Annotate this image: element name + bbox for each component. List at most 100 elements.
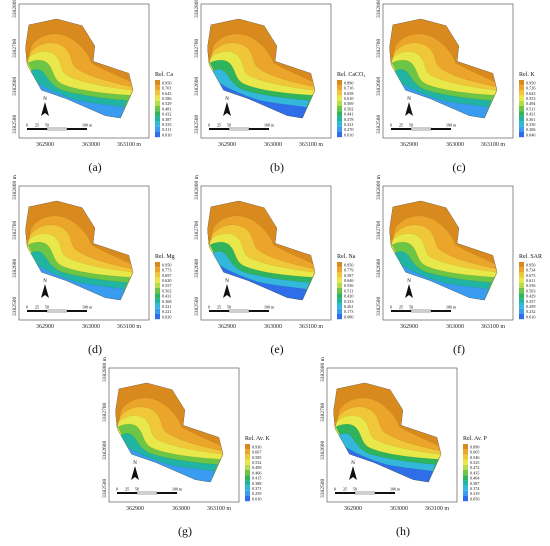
legend-value: 0.605: [470, 450, 479, 455]
legend-value: 0.330: [526, 122, 535, 127]
map-svg: 3382800 m 3382700 3382600 3382500 362900 3630…: [194, 174, 356, 330]
legend-value: 0.930: [252, 444, 261, 449]
legend: Rel. Av. K 0.9300.6670.5850.5320.4990.466…: [245, 436, 270, 501]
legend-swatch: [519, 116, 524, 122]
legend-value: 0.546: [470, 455, 479, 460]
x-tick-label: 363000: [264, 142, 282, 148]
legend-swatch: [519, 277, 524, 283]
legend-swatch: [519, 272, 524, 278]
legend-value: 0.620: [162, 278, 171, 283]
scale-tick-label: 50: [353, 487, 357, 492]
x-tick-label: 363000: [390, 506, 408, 512]
legend-value: 0.701: [162, 86, 171, 91]
y-tick-label: 3382500: [376, 297, 382, 317]
legend-title: Rel. Av. P: [463, 436, 487, 442]
map-panel-b: 3382800 m 3382700 3382600 3382500 362900 3630…: [187, 0, 365, 160]
map-svg: 3382800 m 3382700 3382600 3382500 362900 3630…: [376, 174, 542, 330]
scale-tick-label: 0: [208, 123, 210, 128]
legend-value: 0.675: [526, 273, 535, 278]
y-tick-label: 3382700: [320, 403, 326, 423]
legend-swatch: [337, 80, 342, 86]
map-frame: [108, 367, 240, 503]
north-arrow-icon: N: [41, 97, 49, 116]
y-tick-label: 3382600: [194, 259, 200, 279]
legend-swatch: [155, 314, 160, 320]
y-tick-label: 3382700: [12, 39, 18, 59]
legend-value: 0.556: [344, 283, 353, 288]
x-tick-label: 363100 m: [481, 324, 506, 330]
panel-caption: (g): [178, 524, 192, 538]
scale-bar: 0 25 50 100 m: [26, 123, 93, 131]
map-panel-c: 3382800 m 3382700 3382600 3382500 362900 3630…: [369, 0, 547, 160]
y-tick-label: 3382500: [376, 115, 382, 135]
legend-swatch: [245, 490, 250, 496]
legend-value: 0.415: [252, 476, 261, 481]
legend-value: 0.532: [252, 460, 261, 465]
legend-swatch: [155, 111, 160, 117]
legend-swatch: [245, 449, 250, 455]
legend-value: 0.890: [470, 444, 479, 449]
legend-value: 0.299: [526, 304, 535, 309]
map-panel-h: 3382800 m 3382700 3382600 3382500 362900 3630…: [313, 356, 491, 524]
panel-caption: (h): [396, 524, 410, 538]
legend-swatch: [463, 496, 468, 502]
map-zones: [207, 200, 316, 301]
legend-value: 0.466: [252, 470, 261, 475]
legend-swatch: [245, 496, 250, 502]
legend-swatch: [463, 490, 468, 496]
legend-value: 0.511: [526, 106, 535, 111]
scale-tick-label: 25: [125, 487, 129, 492]
legend-value: 0.420: [344, 294, 353, 299]
scale-tick-label: 0: [116, 487, 118, 492]
legend-value: 0.357: [526, 299, 535, 304]
scale-tick-label: 50: [227, 123, 231, 128]
legend-swatch: [155, 267, 160, 273]
legend-value: 0.585: [252, 455, 261, 460]
panel-caption: (a): [88, 160, 102, 174]
legend-title: Rel. Mg: [155, 254, 175, 260]
map-zones: [115, 382, 224, 483]
legend-swatch: [519, 308, 524, 314]
legend-value: 0.431: [526, 112, 535, 117]
legend-swatch: [519, 298, 524, 304]
legend: Rel. Na 0.9500.7790.5870.6460.5560.5110.4…: [337, 254, 356, 319]
x-tick-label: 362900: [36, 142, 54, 148]
panel-caption: (e): [270, 342, 284, 356]
legend-value: 0.387: [162, 117, 171, 122]
y-tick-label: 3382700: [194, 221, 200, 241]
map-panel-d: 3382800 m 3382700 3382600 3382500 362900 3630…: [5, 174, 183, 342]
scale-bar: 0 25 50 100 m: [390, 305, 457, 313]
legend-swatch: [519, 126, 524, 132]
y-tick-label: 3382500: [102, 479, 108, 499]
scale-bar: 0 25 50 100 m: [390, 123, 457, 131]
legend-value: 0.435: [470, 470, 479, 475]
scale-bar: 0 25 50 100 m: [26, 305, 93, 313]
legend-value: 0.232: [526, 309, 535, 314]
legend-value: 0.259: [252, 491, 261, 496]
legend-title: Rel. Na: [337, 254, 356, 260]
legend-swatch: [155, 126, 160, 132]
legend-swatch: [519, 100, 524, 106]
legend-swatch: [337, 288, 342, 294]
legend-swatch: [463, 454, 468, 460]
legend-value: 0.734: [526, 268, 536, 273]
scale-tick-label: 100 m: [446, 305, 457, 310]
map-zones: [389, 18, 498, 119]
north-arrow-icon: N: [223, 279, 231, 298]
legend-value: 0.080: [344, 314, 353, 319]
legend-value: 0.010: [344, 132, 353, 137]
legend-swatch: [337, 314, 342, 320]
map-zones: [25, 200, 134, 301]
north-arrow-icon: N: [131, 461, 139, 480]
scale-tick-label: 100 m: [264, 123, 275, 128]
legend-swatch: [519, 303, 524, 309]
y-tick-label: 3382600: [12, 77, 18, 97]
legend-value: 0.556: [526, 283, 535, 288]
legend-value: 0.950: [162, 262, 171, 267]
legend: Rel. Mg 0.9500.7730.6970.6200.5570.5020.4…: [155, 254, 175, 319]
legend-value: 0.950: [344, 262, 353, 267]
scale-tick-label: 25: [399, 305, 403, 310]
legend-swatch: [337, 116, 342, 122]
legend-swatch: [463, 470, 468, 476]
legend-swatch: [155, 80, 160, 86]
